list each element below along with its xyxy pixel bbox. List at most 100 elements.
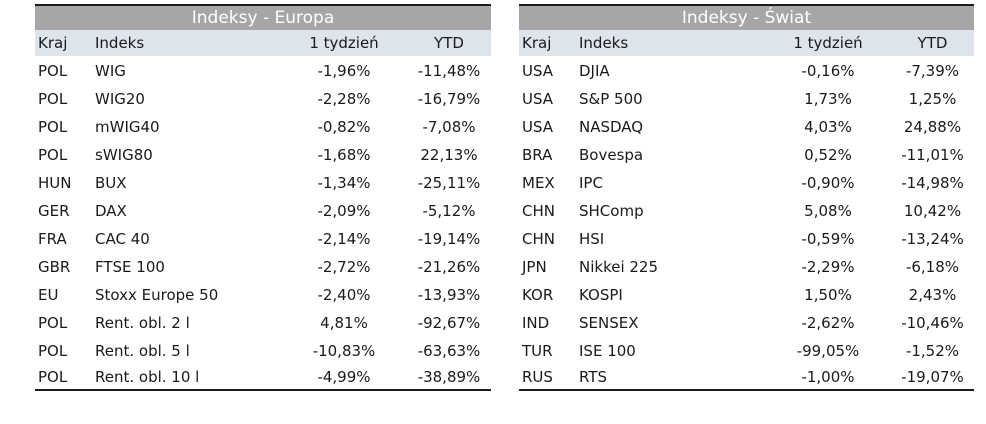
table-row: POL mWIG40 -0,82% -7,08% (35, 113, 491, 141)
cell-1-tydzien: 5,08% (804, 202, 852, 220)
cell-ytd: -63,63% (417, 342, 481, 360)
table-row: KOR KOSPI 1,50% 2,43% (519, 281, 974, 309)
cell-indeks: Rent. obl. 10 l (95, 368, 200, 386)
cell-indeks: Bovespa (579, 146, 644, 164)
table-row: POL sWIG80 -1,68% 22,13% (35, 141, 491, 169)
cell-kraj: POL (38, 90, 68, 108)
cell-ytd: -7,39% (905, 62, 960, 80)
cell-1-tydzien: -1,68% (317, 146, 371, 164)
cell-kraj: CHN (522, 202, 555, 220)
cell-indeks: WIG (95, 62, 126, 80)
cell-ytd: -11,01% (901, 146, 964, 164)
cell-1-tydzien: 4,81% (320, 314, 368, 332)
table-row: POL Rent. obl. 10 l -4,99% -38,89% (35, 365, 491, 389)
table-row: TUR ISE 100 -99,05% -1,52% (519, 337, 974, 365)
cell-kraj: RUS (522, 368, 553, 386)
cell-kraj: POL (38, 62, 68, 80)
cell-ytd: -5,12% (422, 202, 476, 220)
cell-kraj: USA (522, 62, 554, 80)
cell-indeks: DAX (95, 202, 127, 220)
header-kraj: Kraj (38, 34, 68, 52)
column-header-row: Kraj Indeks 1 tydzień YTD (35, 30, 491, 56)
table-row: USA S&P 500 1,73% 1,25% (519, 85, 974, 113)
cell-indeks: sWIG80 (95, 146, 153, 164)
cell-1-tydzien: 1,50% (804, 286, 852, 304)
cell-ytd: -16,79% (417, 90, 481, 108)
table-row: GER DAX -2,09% -5,12% (35, 197, 491, 225)
cell-kraj: GBR (38, 258, 71, 276)
table-row: POL Rent. obl. 5 l -10,83% -63,63% (35, 337, 491, 365)
cell-ytd: 24,88% (903, 118, 962, 136)
table-row: JPN Nikkei 225 -2,29% -6,18% (519, 253, 974, 281)
table-row: RUS RTS -1,00% -19,07% (519, 365, 974, 389)
cell-indeks: CAC 40 (95, 230, 150, 248)
cell-kraj: BRA (522, 146, 553, 164)
header-indeks: Indeks (95, 34, 145, 52)
cell-1-tydzien: -2,40% (317, 286, 371, 304)
cell-ytd: 1,25% (908, 90, 957, 108)
table-row: CHN HSI -0,59% -13,24% (519, 225, 974, 253)
cell-indeks: S&P 500 (579, 90, 643, 108)
cell-ytd: -38,89% (417, 368, 481, 386)
cell-kraj: POL (38, 314, 68, 332)
cell-1-tydzien: -99,05% (796, 342, 860, 360)
cell-kraj: KOR (522, 286, 554, 304)
world-indices-table: Indeksy - Świat Kraj Indeks 1 tydzień YT… (519, 4, 974, 391)
cell-1-tydzien: -1,00% (801, 368, 855, 386)
europe-indices-table: Indeksy - Europa Kraj Indeks 1 tydzień Y… (35, 4, 491, 391)
cell-kraj: EU (38, 286, 59, 304)
cell-indeks: RTS (579, 368, 608, 386)
cell-1-tydzien: -10,83% (312, 342, 376, 360)
cell-indeks: IPC (579, 174, 603, 192)
table-row: POL Rent. obl. 2 l 4,81% -92,67% (35, 309, 491, 337)
cell-1-tydzien: -4,99% (317, 368, 371, 386)
cell-ytd: -14,98% (901, 174, 964, 192)
table-title: Indeksy - Europa (35, 6, 491, 30)
cell-indeks: Nikkei 225 (579, 258, 659, 276)
cell-ytd: 22,13% (420, 146, 478, 164)
cell-1-tydzien: -2,62% (801, 314, 855, 332)
cell-kraj: MEX (522, 174, 555, 192)
cell-indeks: FTSE 100 (95, 258, 165, 276)
cell-ytd: -1,52% (905, 342, 960, 360)
cell-indeks: Stoxx Europe 50 (95, 286, 219, 304)
cell-indeks: ISE 100 (579, 342, 636, 360)
cell-1-tydzien: 1,73% (804, 90, 852, 108)
cell-indeks: KOSPI (579, 286, 623, 304)
bottom-rule (519, 389, 974, 391)
cell-kraj: GER (38, 202, 70, 220)
cell-ytd: -25,11% (417, 174, 481, 192)
header-indeks: Indeks (579, 34, 629, 52)
cell-ytd: -19,14% (417, 230, 481, 248)
table-row: POL WIG -1,96% -11,48% (35, 57, 491, 85)
cell-ytd: -7,08% (422, 118, 476, 136)
header-ytd: YTD (917, 34, 948, 52)
cell-indeks: Rent. obl. 5 l (95, 342, 190, 360)
table-row: IND SENSEX -2,62% -10,46% (519, 309, 974, 337)
cell-kraj: USA (522, 90, 554, 108)
cell-1-tydzien: -2,72% (317, 258, 371, 276)
cell-indeks: NASDAQ (579, 118, 644, 136)
top-rule (35, 4, 491, 6)
cell-ytd: 10,42% (903, 202, 962, 220)
table-row: USA NASDAQ 4,03% 24,88% (519, 113, 974, 141)
cell-indeks: mWIG40 (95, 118, 160, 136)
table-row: HUN BUX -1,34% -25,11% (35, 169, 491, 197)
table-row: FRA CAC 40 -2,14% -19,14% (35, 225, 491, 253)
cell-kraj: POL (38, 146, 68, 164)
cell-1-tydzien: -0,59% (801, 230, 855, 248)
cell-ytd: -11,48% (417, 62, 481, 80)
cell-1-tydzien: -2,14% (317, 230, 371, 248)
table-body: POL WIG -1,96% -11,48% POL WIG20 -2,28% -16,79… (35, 56, 491, 389)
header-1-tydzien: 1 tydzień (309, 34, 379, 52)
cell-kraj: HUN (38, 174, 72, 192)
cell-kraj: POL (38, 342, 68, 360)
cell-kraj: USA (522, 118, 554, 136)
cell-ytd: -6,18% (905, 258, 960, 276)
cell-kraj: IND (522, 314, 550, 332)
cell-1-tydzien: -1,96% (317, 62, 371, 80)
cell-indeks: WIG20 (95, 90, 145, 108)
cell-1-tydzien: -2,09% (317, 202, 371, 220)
table-body: USA DJIA -0,16% -7,39% USA S&P 500 1,73% 1,25%… (519, 56, 974, 389)
table-title: Indeksy - Świat (519, 6, 974, 30)
